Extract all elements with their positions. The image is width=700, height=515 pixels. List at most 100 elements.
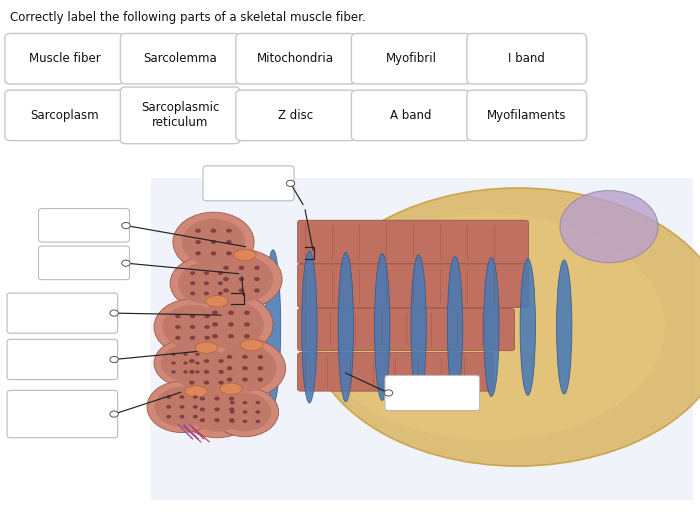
FancyBboxPatch shape xyxy=(236,90,356,141)
Circle shape xyxy=(154,340,217,386)
Circle shape xyxy=(242,355,248,359)
Circle shape xyxy=(183,370,188,373)
Circle shape xyxy=(204,370,209,374)
FancyBboxPatch shape xyxy=(7,339,118,380)
Circle shape xyxy=(230,410,235,414)
Text: Sarcoplasm: Sarcoplasm xyxy=(30,109,99,122)
Circle shape xyxy=(175,314,181,318)
Circle shape xyxy=(173,212,254,272)
Circle shape xyxy=(223,266,229,270)
Circle shape xyxy=(226,229,232,233)
Circle shape xyxy=(195,353,199,356)
Ellipse shape xyxy=(338,252,354,402)
Circle shape xyxy=(179,405,184,409)
FancyBboxPatch shape xyxy=(7,293,118,333)
Circle shape xyxy=(228,334,234,338)
Circle shape xyxy=(214,407,220,411)
FancyBboxPatch shape xyxy=(120,87,240,144)
Circle shape xyxy=(211,240,216,244)
FancyBboxPatch shape xyxy=(351,90,471,141)
Circle shape xyxy=(254,288,260,293)
Circle shape xyxy=(211,387,279,437)
Circle shape xyxy=(176,350,237,394)
Ellipse shape xyxy=(411,255,426,399)
Circle shape xyxy=(190,271,195,275)
Text: Muscle fiber: Muscle fiber xyxy=(29,52,101,65)
FancyBboxPatch shape xyxy=(38,246,130,280)
Circle shape xyxy=(218,291,223,295)
Circle shape xyxy=(170,256,243,310)
Circle shape xyxy=(230,401,235,404)
Circle shape xyxy=(204,381,209,385)
Circle shape xyxy=(195,240,201,244)
Circle shape xyxy=(242,366,248,370)
Circle shape xyxy=(239,277,244,281)
Ellipse shape xyxy=(520,259,536,396)
Circle shape xyxy=(229,407,234,411)
Circle shape xyxy=(228,322,234,327)
Circle shape xyxy=(218,370,224,374)
Circle shape xyxy=(230,420,235,423)
Circle shape xyxy=(175,336,181,340)
Circle shape xyxy=(179,415,184,418)
Circle shape xyxy=(244,322,250,327)
Text: Mitochondria: Mitochondria xyxy=(258,52,335,65)
Circle shape xyxy=(204,281,209,285)
Circle shape xyxy=(243,410,247,414)
Circle shape xyxy=(218,359,224,363)
Circle shape xyxy=(122,260,130,266)
Circle shape xyxy=(195,362,199,365)
Ellipse shape xyxy=(220,383,242,394)
Circle shape xyxy=(242,377,248,382)
Circle shape xyxy=(212,322,218,327)
Circle shape xyxy=(204,314,210,318)
Circle shape xyxy=(239,266,244,270)
Ellipse shape xyxy=(374,254,390,401)
Circle shape xyxy=(214,418,220,422)
FancyBboxPatch shape xyxy=(150,177,694,500)
Circle shape xyxy=(172,353,176,356)
FancyBboxPatch shape xyxy=(5,90,125,141)
FancyBboxPatch shape xyxy=(298,308,514,351)
Circle shape xyxy=(254,266,260,270)
Circle shape xyxy=(190,325,195,329)
FancyBboxPatch shape xyxy=(298,353,494,391)
Circle shape xyxy=(258,355,263,359)
Circle shape xyxy=(219,393,271,431)
FancyBboxPatch shape xyxy=(203,166,294,201)
Circle shape xyxy=(179,396,184,399)
Ellipse shape xyxy=(556,260,572,394)
Circle shape xyxy=(189,381,195,385)
Ellipse shape xyxy=(234,249,256,261)
Circle shape xyxy=(161,345,210,381)
Circle shape xyxy=(198,300,264,349)
FancyBboxPatch shape xyxy=(298,220,528,264)
Circle shape xyxy=(182,219,245,265)
Circle shape xyxy=(193,405,197,409)
Circle shape xyxy=(244,334,250,338)
Text: A band: A band xyxy=(391,109,432,122)
FancyBboxPatch shape xyxy=(467,90,587,141)
Circle shape xyxy=(190,291,195,295)
Ellipse shape xyxy=(308,188,700,466)
Text: Sarcoplasmic
reticulum: Sarcoplasmic reticulum xyxy=(141,101,219,129)
Circle shape xyxy=(190,336,195,340)
Circle shape xyxy=(199,397,205,401)
Circle shape xyxy=(189,294,273,355)
Ellipse shape xyxy=(265,250,281,404)
Circle shape xyxy=(187,387,247,432)
Circle shape xyxy=(110,411,118,417)
Text: Myofibril: Myofibril xyxy=(386,52,437,65)
Ellipse shape xyxy=(241,339,263,351)
Circle shape xyxy=(193,396,197,399)
FancyBboxPatch shape xyxy=(5,33,125,84)
Circle shape xyxy=(204,291,209,295)
Circle shape xyxy=(167,396,171,399)
Circle shape xyxy=(195,370,199,373)
Circle shape xyxy=(258,377,263,382)
Circle shape xyxy=(223,277,229,281)
Circle shape xyxy=(154,299,231,355)
FancyBboxPatch shape xyxy=(385,375,480,410)
Circle shape xyxy=(189,370,195,374)
Circle shape xyxy=(212,311,218,315)
